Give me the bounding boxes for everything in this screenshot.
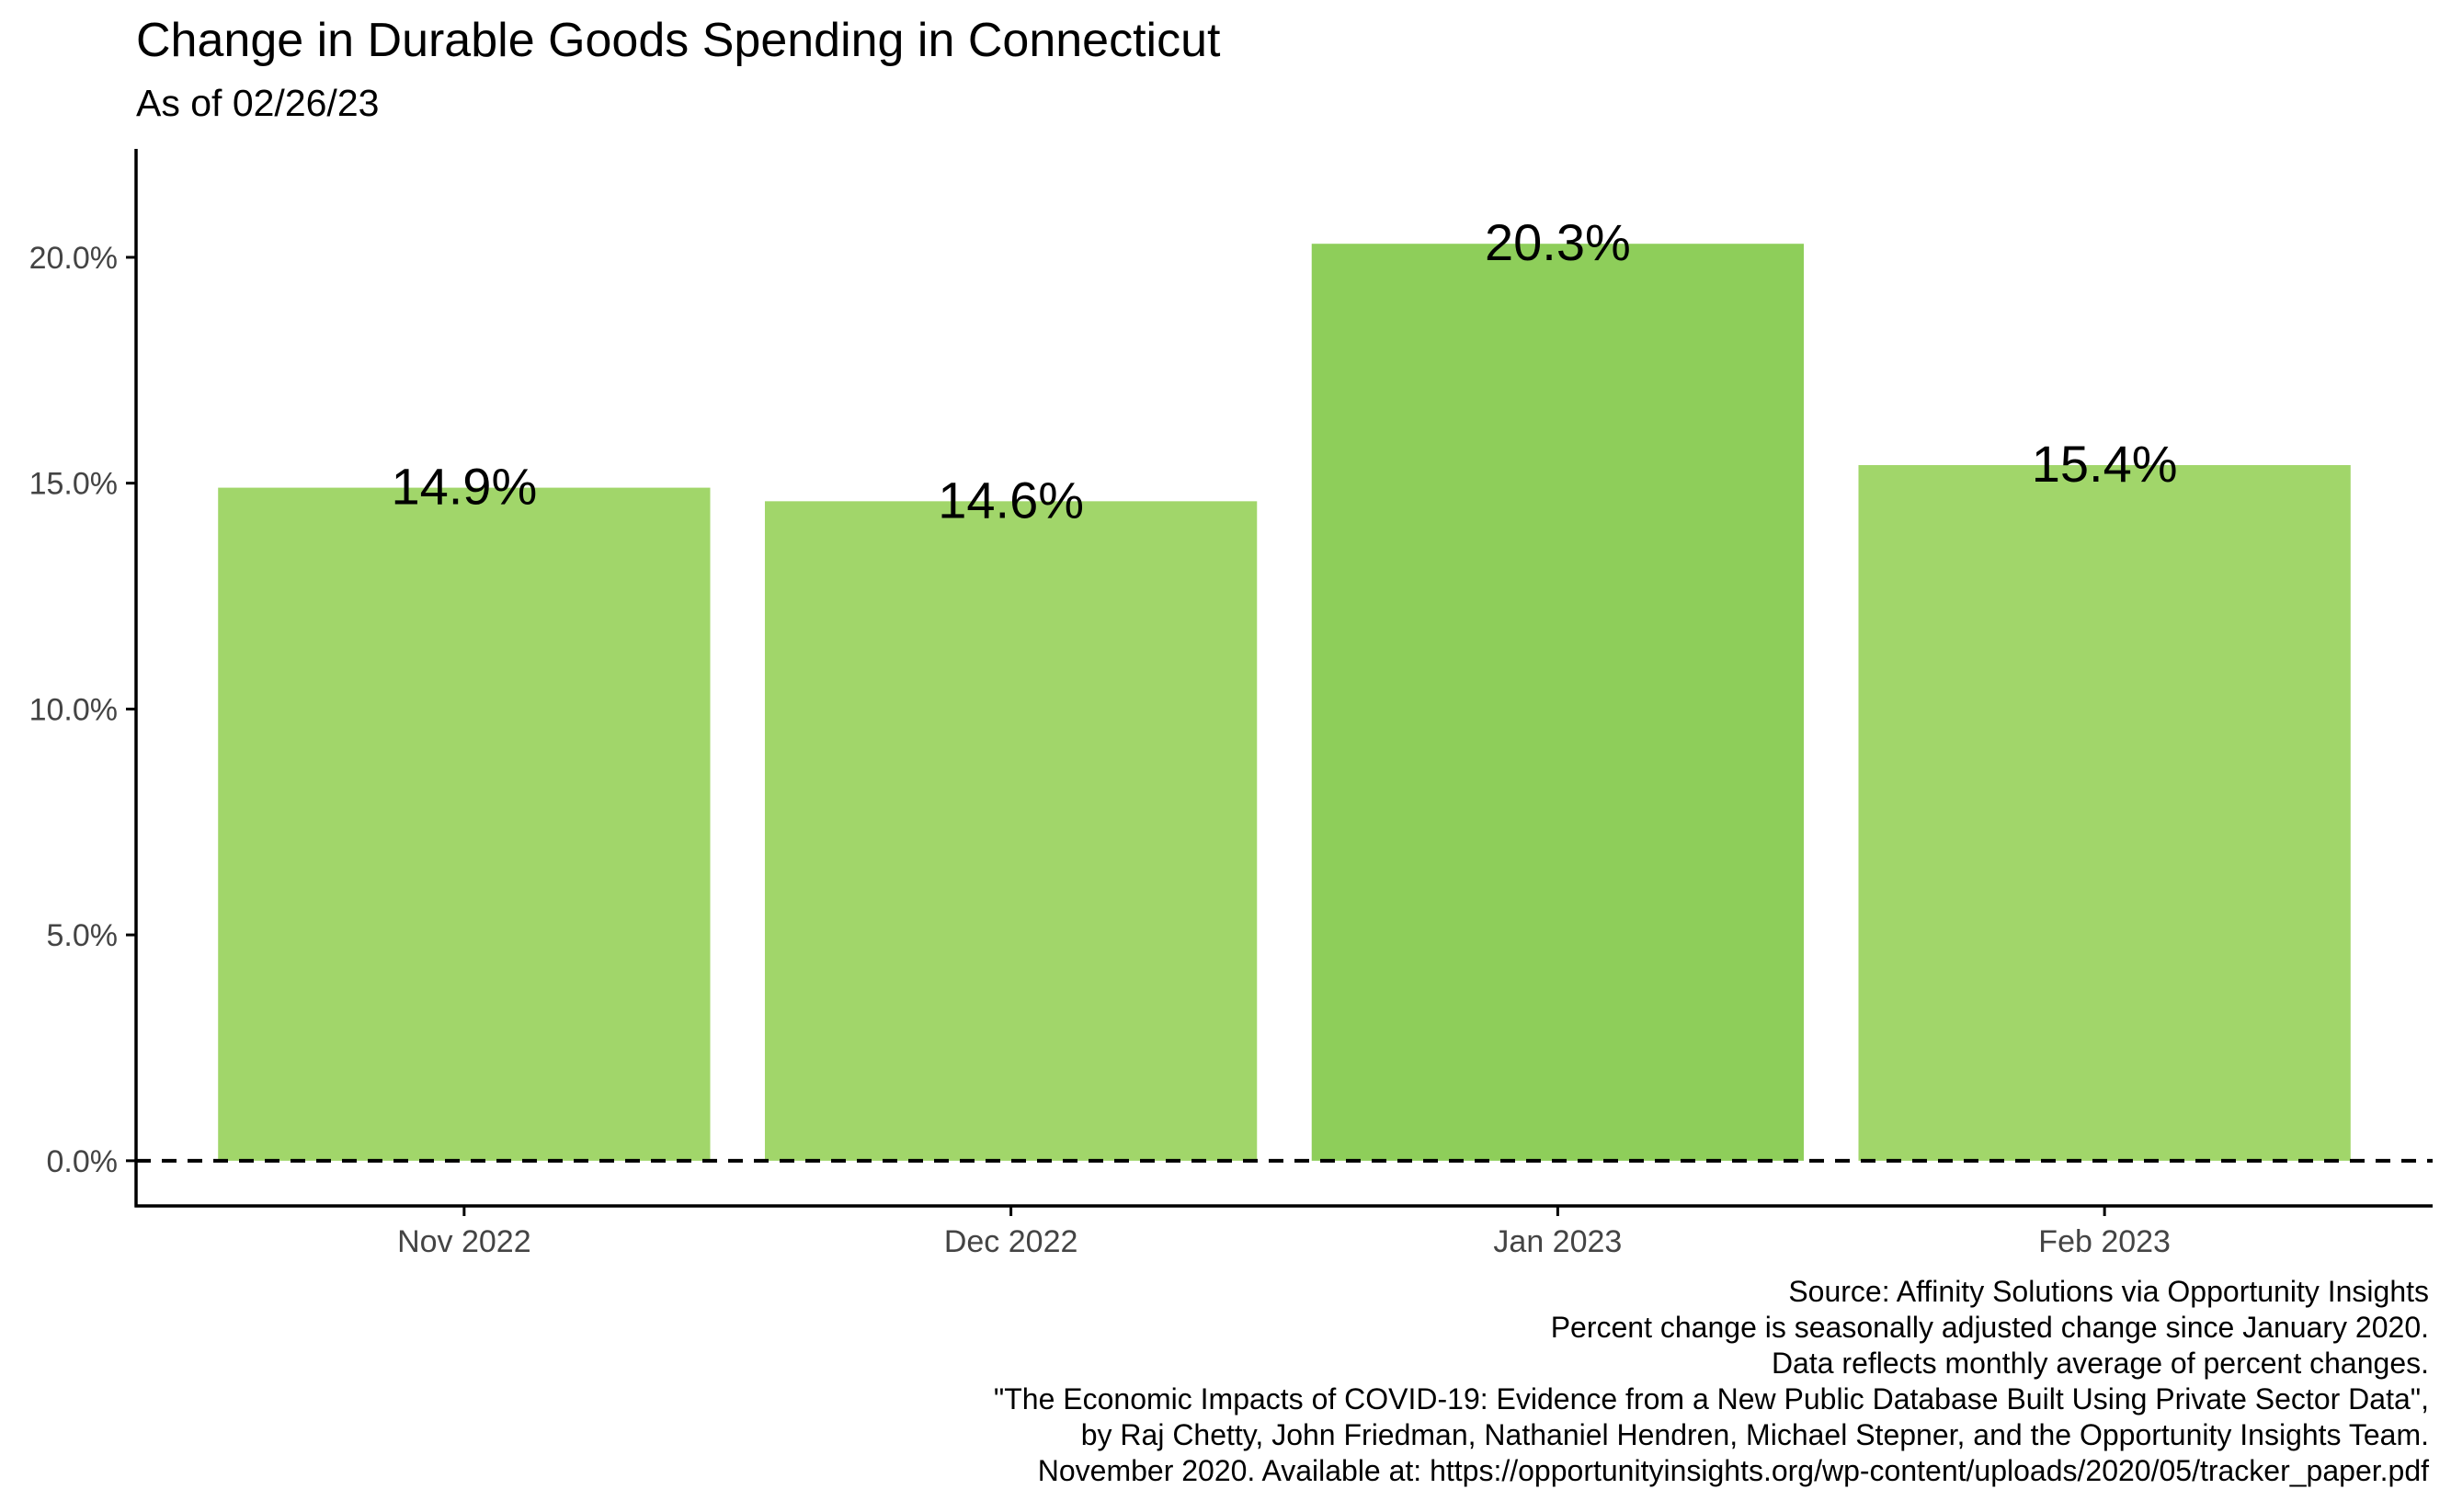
bar-feb-2023 — [1858, 465, 2351, 1161]
bar-dec-2022 — [764, 501, 1258, 1161]
chart-subtitle: As of 02/26/23 — [136, 82, 380, 124]
chart-caption: Source: Affinity Solutions via Opportuni… — [994, 1274, 2429, 1489]
y-tick-label: 20.0% — [29, 241, 118, 276]
data-label: 20.3% — [1485, 213, 1631, 271]
y-tick-label: 5.0% — [47, 918, 119, 953]
y-tick-label: 15.0% — [29, 467, 118, 502]
caption-line-source: Source: Affinity Solutions via Opportuni… — [1788, 1275, 2429, 1308]
caption-line-method: Percent change is seasonally adjusted ch… — [1550, 1311, 2429, 1344]
y-tick-label: 0.0% — [47, 1144, 119, 1179]
caption-line-paper-title: "The Economic Impacts of COVID-19: Evide… — [993, 1382, 2429, 1415]
bar-chart: 0.0% 5.0% 10.0% 15.0% 20.0% Nov 2022 Dec 2022 J… — [29, 149, 2433, 1259]
x-tick-label: Dec 2022 — [944, 1224, 1078, 1259]
caption-line-authors: by Raj Chetty, John Friedman, Nathaniel … — [1080, 1418, 2429, 1451]
bar-jan-2023 — [1311, 244, 1805, 1161]
x-tick-label: Jan 2023 — [1493, 1224, 1622, 1259]
chart-title: Change in Durable Goods Spending in Conn… — [136, 14, 1221, 67]
bar-nov-2022 — [218, 487, 711, 1161]
y-tick-label: 10.0% — [29, 692, 118, 727]
data-label: 15.4% — [2032, 435, 2178, 493]
x-tick-label: Nov 2022 — [397, 1224, 531, 1259]
caption-line-average: Data reflects monthly average of percent… — [1771, 1347, 2429, 1380]
caption-line-url: November 2020. Available at: https://opp… — [1037, 1454, 2429, 1487]
data-label: 14.6% — [938, 471, 1084, 529]
x-tick-label: Feb 2023 — [2038, 1224, 2171, 1259]
data-label: 14.9% — [391, 458, 537, 516]
